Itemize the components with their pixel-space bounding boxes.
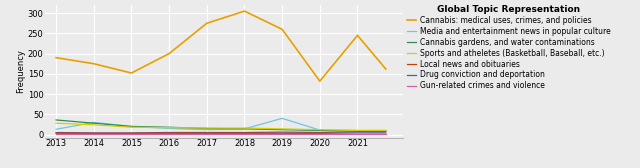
Cannabis gardens, and water contaminations <box>165 126 173 128</box>
Cannabis: medical uses, crimes, and policies: (2.02e+03, 200): medical uses, crimes, and policies: (2.0… <box>165 53 173 55</box>
Gun-related crimes and violence <box>354 133 362 135</box>
Legend: Cannabis: medical uses, crimes, and policies, Media and entertainment news in po: Cannabis: medical uses, crimes, and poli… <box>407 5 611 90</box>
Cannabis gardens, and water contaminations <box>203 128 211 130</box>
Gun-related crimes and violence <box>382 133 390 135</box>
Cannabis: medical uses, crimes, and policies: (2.02e+03, 132): medical uses, crimes, and policies: (2.0… <box>316 80 324 82</box>
Media and entertainment news in popular culture <box>382 130 390 132</box>
Local news and obituaries <box>241 132 248 134</box>
Media and entertainment news in popular culture <box>316 129 324 131</box>
Cannabis gardens, and water contaminations <box>382 130 390 132</box>
Line: Cannabis gardens, and water contaminations: Cannabis gardens, and water contaminatio… <box>56 120 386 131</box>
Drug conviction and deportation <box>165 132 173 134</box>
Sports and atheletes (Basketball, Baseball, etc.) <box>278 128 286 130</box>
Cannabis: medical uses, crimes, and policies: (2.02e+03, 245): medical uses, crimes, and policies: (2.0… <box>354 34 362 36</box>
Local news and obituaries <box>382 131 390 133</box>
Line: Cannabis: medical uses, crimes, and policies: Cannabis: medical uses, crimes, and poli… <box>56 11 386 81</box>
Cannabis gardens, and water contaminations <box>316 130 324 132</box>
Local news and obituaries <box>316 132 324 134</box>
Gun-related crimes and violence <box>52 133 60 135</box>
Cannabis gardens, and water contaminations <box>241 128 248 130</box>
Line: Sports and atheletes (Basketball, Baseball, etc.): Sports and atheletes (Basketball, Baseba… <box>56 123 386 131</box>
Gun-related crimes and violence <box>127 133 135 135</box>
Drug conviction and deportation <box>382 132 390 134</box>
Sports and atheletes (Basketball, Baseball, etc.) <box>127 126 135 128</box>
Drug conviction and deportation <box>90 132 98 134</box>
Local news and obituaries <box>90 132 98 134</box>
Cannabis gardens, and water contaminations <box>354 130 362 132</box>
Gun-related crimes and violence <box>165 133 173 135</box>
Cannabis: medical uses, crimes, and policies: (2.02e+03, 275): medical uses, crimes, and policies: (2.0… <box>203 22 211 24</box>
Media and entertainment news in popular culture <box>278 117 286 119</box>
Cannabis gardens, and water contaminations <box>52 119 60 121</box>
Cannabis: medical uses, crimes, and policies: (2.01e+03, 190): medical uses, crimes, and policies: (2.0… <box>52 57 60 59</box>
Y-axis label: Frequency: Frequency <box>16 49 25 93</box>
Sports and atheletes (Basketball, Baseball, etc.) <box>165 127 173 129</box>
Media and entertainment news in popular culture <box>52 128 60 130</box>
Drug conviction and deportation <box>278 132 286 134</box>
Sports and atheletes (Basketball, Baseball, etc.) <box>316 129 324 131</box>
Media and entertainment news in popular culture <box>354 130 362 132</box>
Media and entertainment news in popular culture <box>127 125 135 128</box>
Sports and atheletes (Basketball, Baseball, etc.) <box>203 127 211 129</box>
Gun-related crimes and violence <box>316 133 324 135</box>
Cannabis: medical uses, crimes, and policies: (2.02e+03, 305): medical uses, crimes, and policies: (2.0… <box>241 10 248 12</box>
Cannabis: medical uses, crimes, and policies: (2.01e+03, 175): medical uses, crimes, and policies: (2.0… <box>90 63 98 65</box>
Drug conviction and deportation <box>203 132 211 134</box>
Gun-related crimes and violence <box>90 133 98 135</box>
Cannabis gardens, and water contaminations <box>278 129 286 131</box>
Media and entertainment news in popular culture <box>203 129 211 131</box>
Media and entertainment news in popular culture <box>241 128 248 130</box>
Local news and obituaries <box>354 131 362 133</box>
Drug conviction and deportation <box>52 132 60 134</box>
Sports and atheletes (Basketball, Baseball, etc.) <box>382 130 390 132</box>
Sports and atheletes (Basketball, Baseball, etc.) <box>52 122 60 124</box>
Drug conviction and deportation <box>316 132 324 134</box>
Sports and atheletes (Basketball, Baseball, etc.) <box>90 124 98 126</box>
Drug conviction and deportation <box>241 132 248 134</box>
Local news and obituaries <box>165 132 173 134</box>
Gun-related crimes and violence <box>278 133 286 135</box>
Media and entertainment news in popular culture <box>165 128 173 130</box>
Media and entertainment news in popular culture <box>90 121 98 123</box>
Drug conviction and deportation <box>354 132 362 134</box>
Line: Media and entertainment news in popular culture: Media and entertainment news in popular … <box>56 118 386 131</box>
Cannabis: medical uses, crimes, and policies: (2.02e+03, 260): medical uses, crimes, and policies: (2.0… <box>278 28 286 30</box>
Local news and obituaries <box>278 131 286 133</box>
Drug conviction and deportation <box>127 132 135 134</box>
Local news and obituaries <box>203 132 211 134</box>
Sports and atheletes (Basketball, Baseball, etc.) <box>354 130 362 132</box>
Cannabis: medical uses, crimes, and policies: (2.02e+03, 162): medical uses, crimes, and policies: (2.0… <box>382 68 390 70</box>
Sports and atheletes (Basketball, Baseball, etc.) <box>241 127 248 129</box>
Local news and obituaries <box>52 132 60 134</box>
Cannabis gardens, and water contaminations <box>127 125 135 128</box>
Cannabis gardens, and water contaminations <box>90 122 98 124</box>
Gun-related crimes and violence <box>241 133 248 135</box>
Cannabis: medical uses, crimes, and policies: (2.02e+03, 152): medical uses, crimes, and policies: (2.0… <box>127 72 135 74</box>
Local news and obituaries <box>127 132 135 134</box>
Gun-related crimes and violence <box>203 133 211 135</box>
Line: Local news and obituaries: Local news and obituaries <box>56 132 386 133</box>
